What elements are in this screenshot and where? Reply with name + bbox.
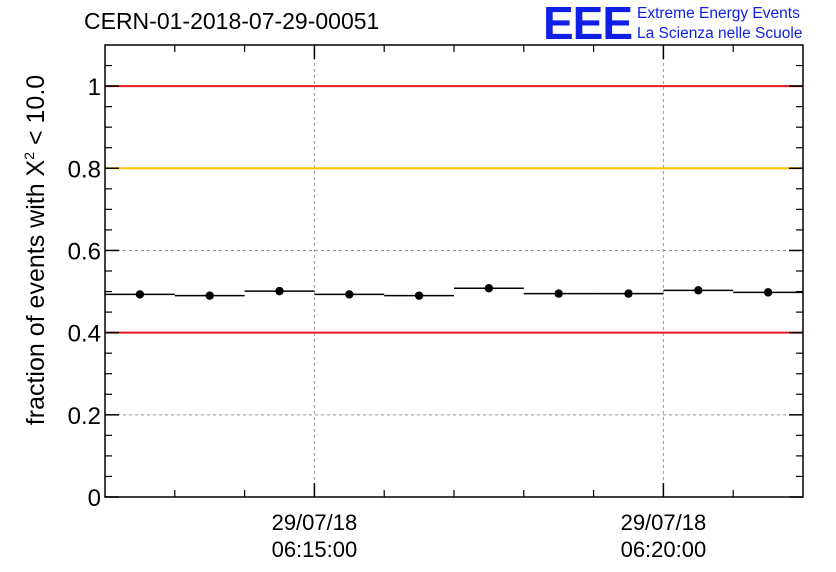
data-points <box>135 284 773 300</box>
x-tick-date: 29/07/18 <box>272 510 358 535</box>
logo-caption: Extreme Energy Events La Scienza nelle S… <box>637 4 802 44</box>
y-tick-label: 0.6 <box>68 238 101 265</box>
y-tick-label: 0.8 <box>68 156 101 183</box>
x-tick-time: 06:15:00 <box>272 537 358 562</box>
y-tick-label: 0 <box>88 485 101 512</box>
chart-title: CERN-01-2018-07-29-00051 <box>84 8 380 34</box>
reference-lines <box>105 85 803 334</box>
data-point <box>694 286 703 295</box>
eee-logo: EEE <box>543 0 633 49</box>
y-tick-label: 0.2 <box>68 403 101 430</box>
plot-frame <box>104 44 804 498</box>
logo-line-1: Extreme Energy Events <box>637 5 800 22</box>
data-point <box>763 288 773 297</box>
y-tick-label: 0.4 <box>68 321 101 348</box>
grid <box>105 45 803 498</box>
data-point <box>345 290 354 299</box>
x-tick-date: 29/07/18 <box>621 510 707 535</box>
y-tick-label: 1 <box>88 74 101 101</box>
axis-ticks <box>105 45 803 498</box>
data-point <box>414 291 424 300</box>
data-point <box>624 289 633 298</box>
data-point <box>554 289 563 298</box>
data-point <box>484 284 494 293</box>
logo-line-2: La Scienza nelle Scuole <box>637 25 803 42</box>
y-tick-labels: 0 0.2 0.4 0.6 0.8 1 <box>68 74 101 512</box>
x-tick-time: 06:20:00 <box>621 537 707 562</box>
data-point <box>135 290 145 299</box>
data-point <box>275 286 284 296</box>
data-point <box>205 291 214 300</box>
